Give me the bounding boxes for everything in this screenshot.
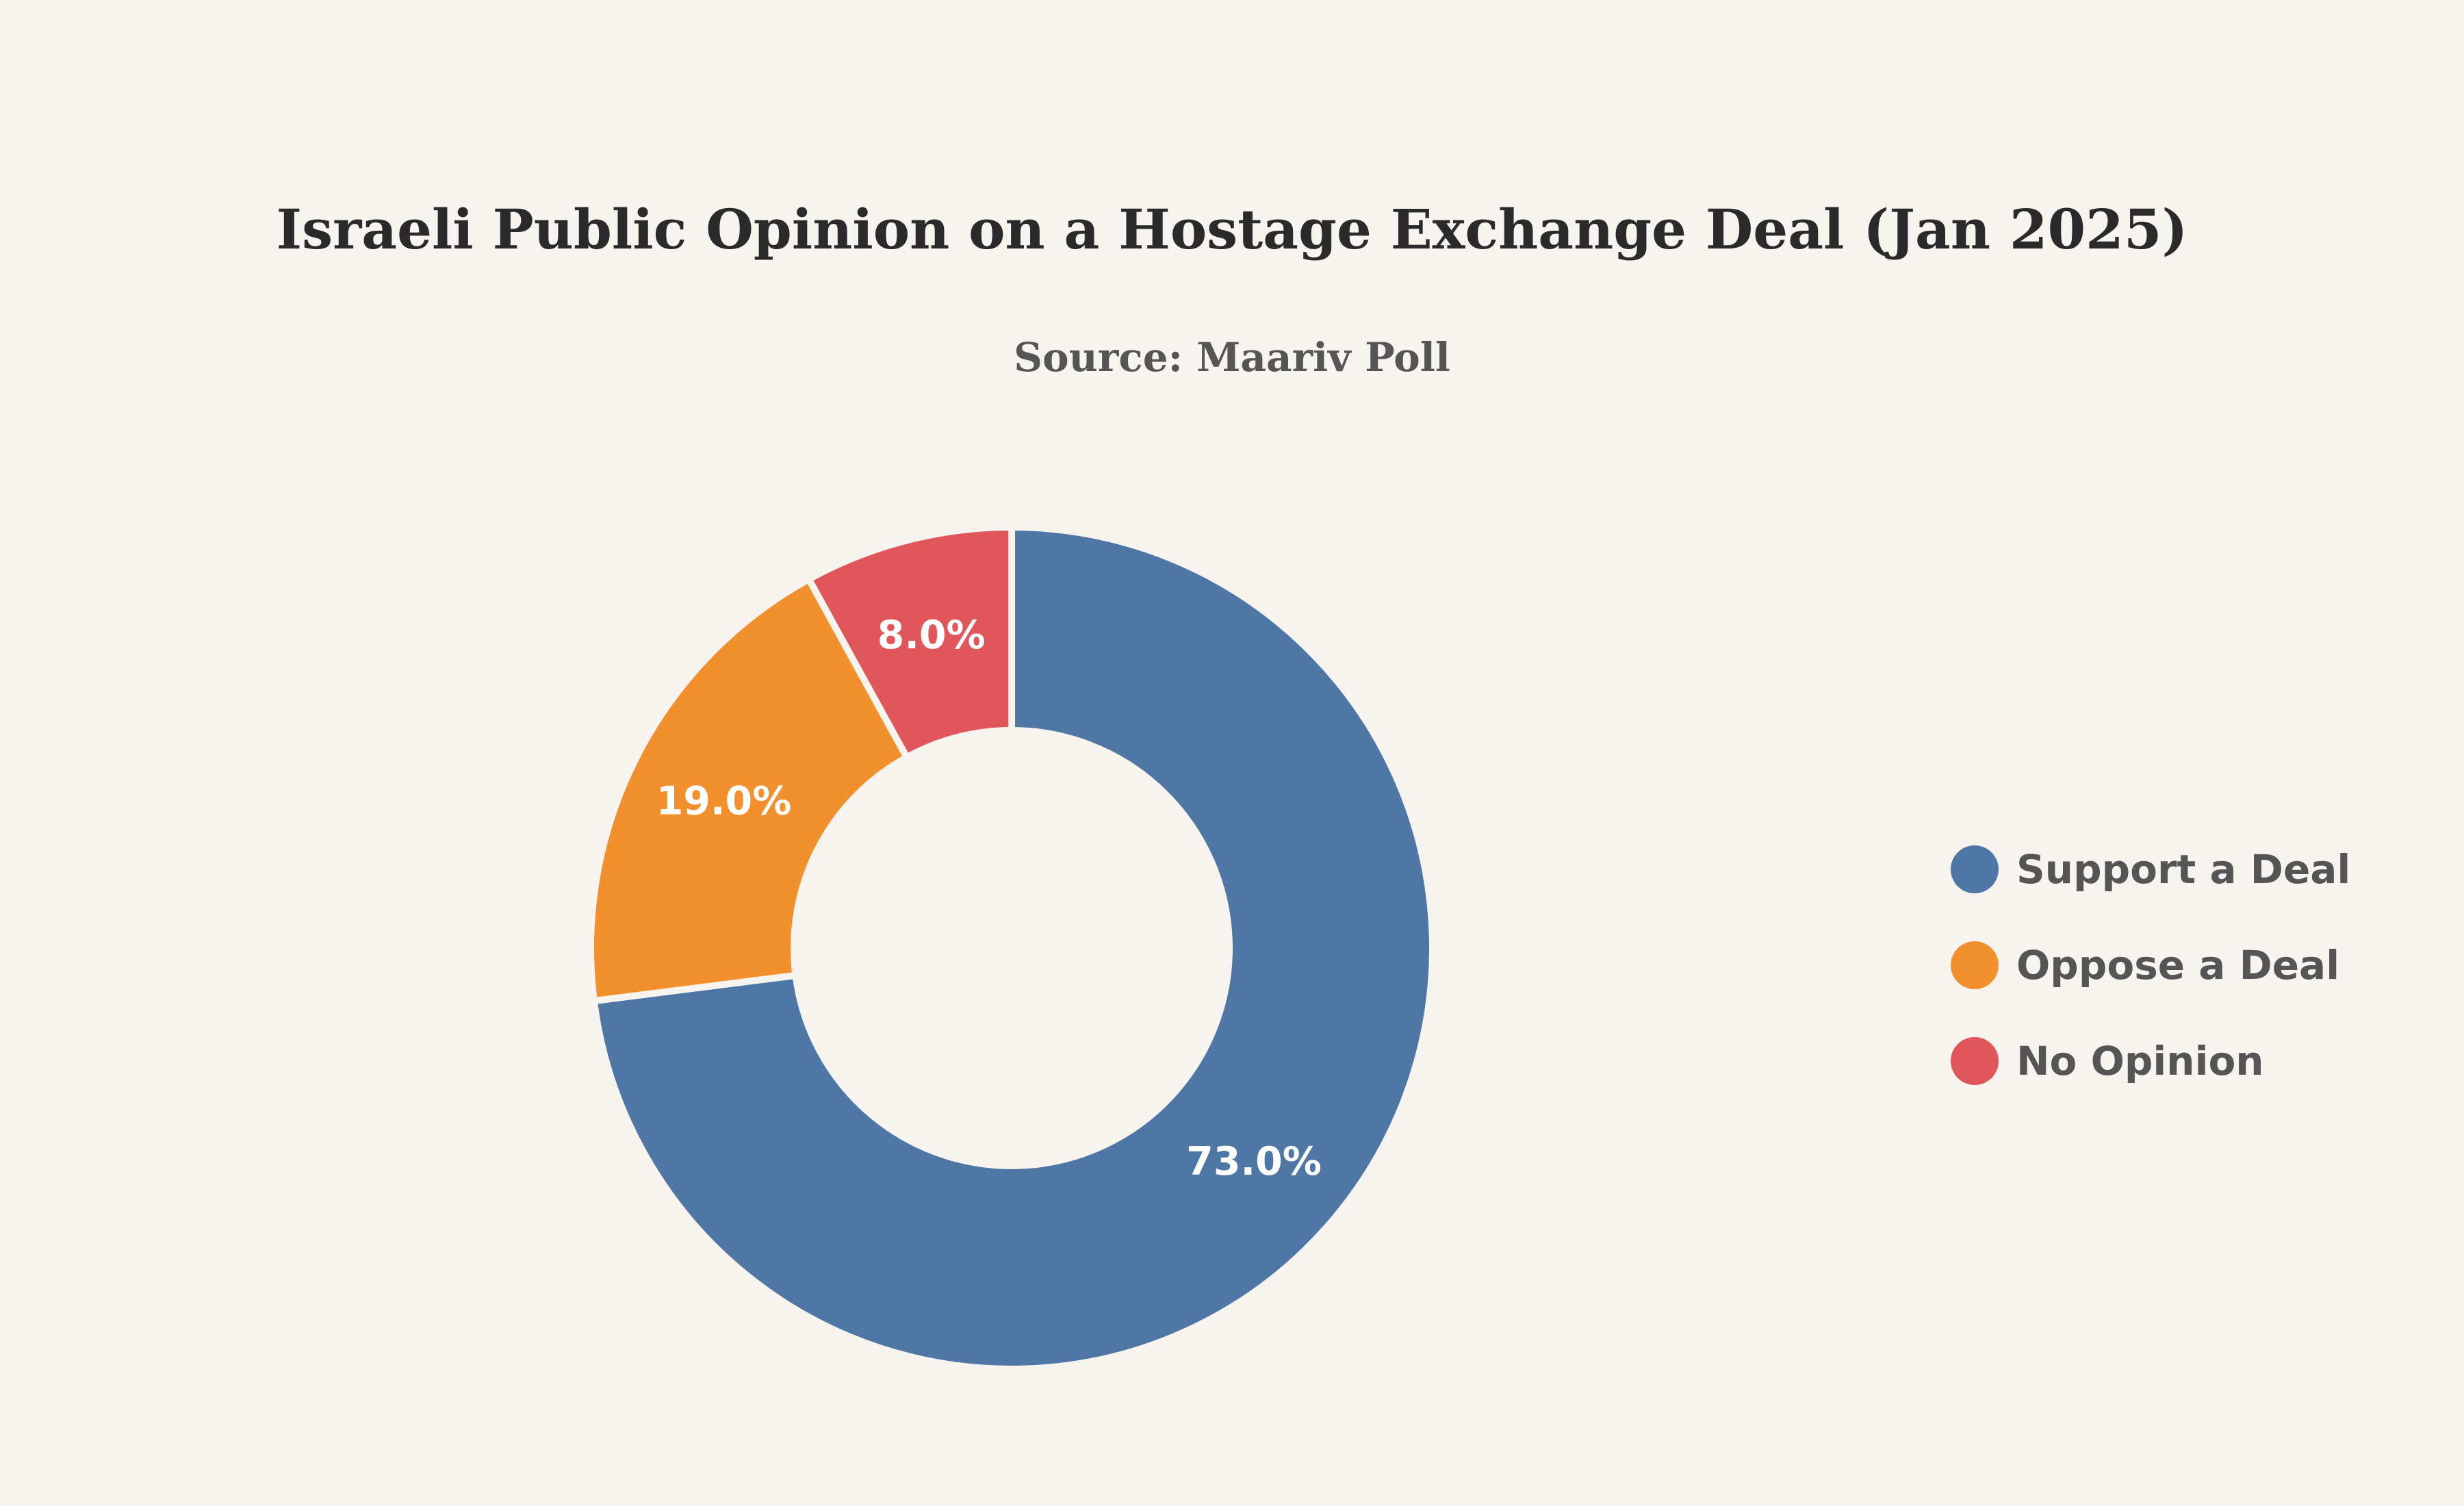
chart-legend: Support a Deal Oppose a Deal No Opinion bbox=[1951, 821, 2350, 1109]
legend-item-support[interactable]: Support a Deal bbox=[1951, 821, 2350, 917]
legend-label-support: Support a Deal bbox=[2016, 846, 2351, 893]
slice-label-support-a-deal: 73.0% bbox=[1186, 1139, 1322, 1184]
slice-label-oppose-a-deal: 19.0% bbox=[656, 779, 792, 824]
legend-label-oppose: Oppose a Deal bbox=[2016, 942, 2340, 988]
legend-item-no-opinion[interactable]: No Opinion bbox=[1951, 1013, 2350, 1109]
chart-title: Israeli Public Opinion on a Hostage Exch… bbox=[276, 197, 2188, 261]
slice-label-no-opinion: 8.0% bbox=[877, 613, 986, 658]
legend-swatch-support bbox=[1951, 845, 1999, 893]
donut-slice-oppose-a-deal[interactable] bbox=[587, 574, 912, 1005]
chart-subtitle: Source: Maariv Poll bbox=[1014, 334, 1450, 381]
legend-label-no-opinion: No Opinion bbox=[2016, 1038, 2264, 1084]
donut-slice-support-a-deal[interactable] bbox=[590, 523, 1436, 1373]
legend-swatch-oppose bbox=[1951, 941, 1999, 989]
legend-swatch-no-opinion bbox=[1951, 1037, 1999, 1085]
legend-item-oppose[interactable]: Oppose a Deal bbox=[1951, 917, 2350, 1013]
donut-slice-no-opinion[interactable] bbox=[804, 523, 1015, 763]
